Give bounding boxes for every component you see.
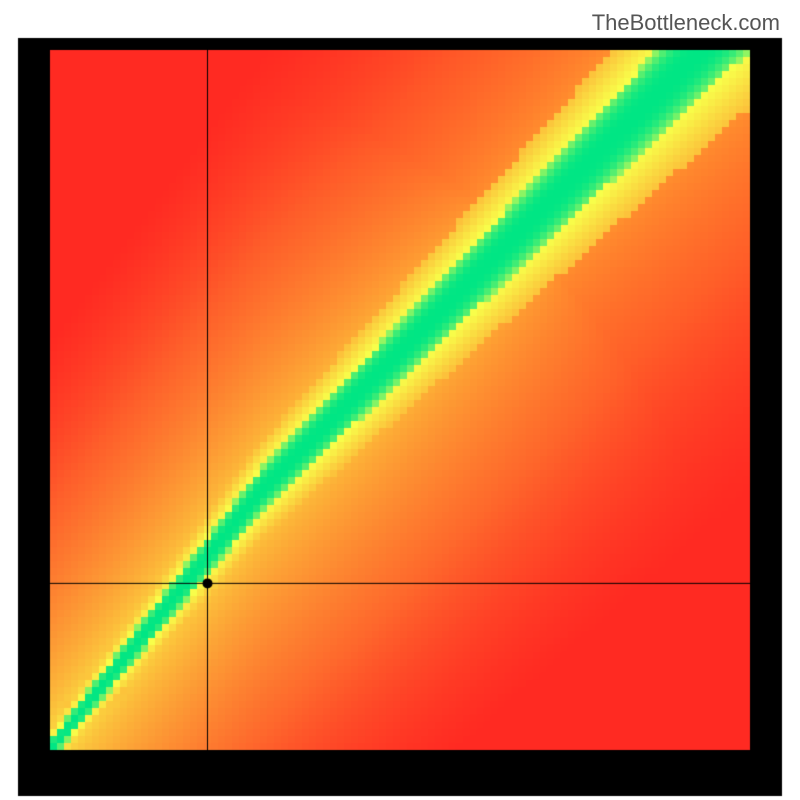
watermark-text: TheBottleneck.com [592, 10, 780, 36]
heatmap-canvas [0, 0, 800, 800]
